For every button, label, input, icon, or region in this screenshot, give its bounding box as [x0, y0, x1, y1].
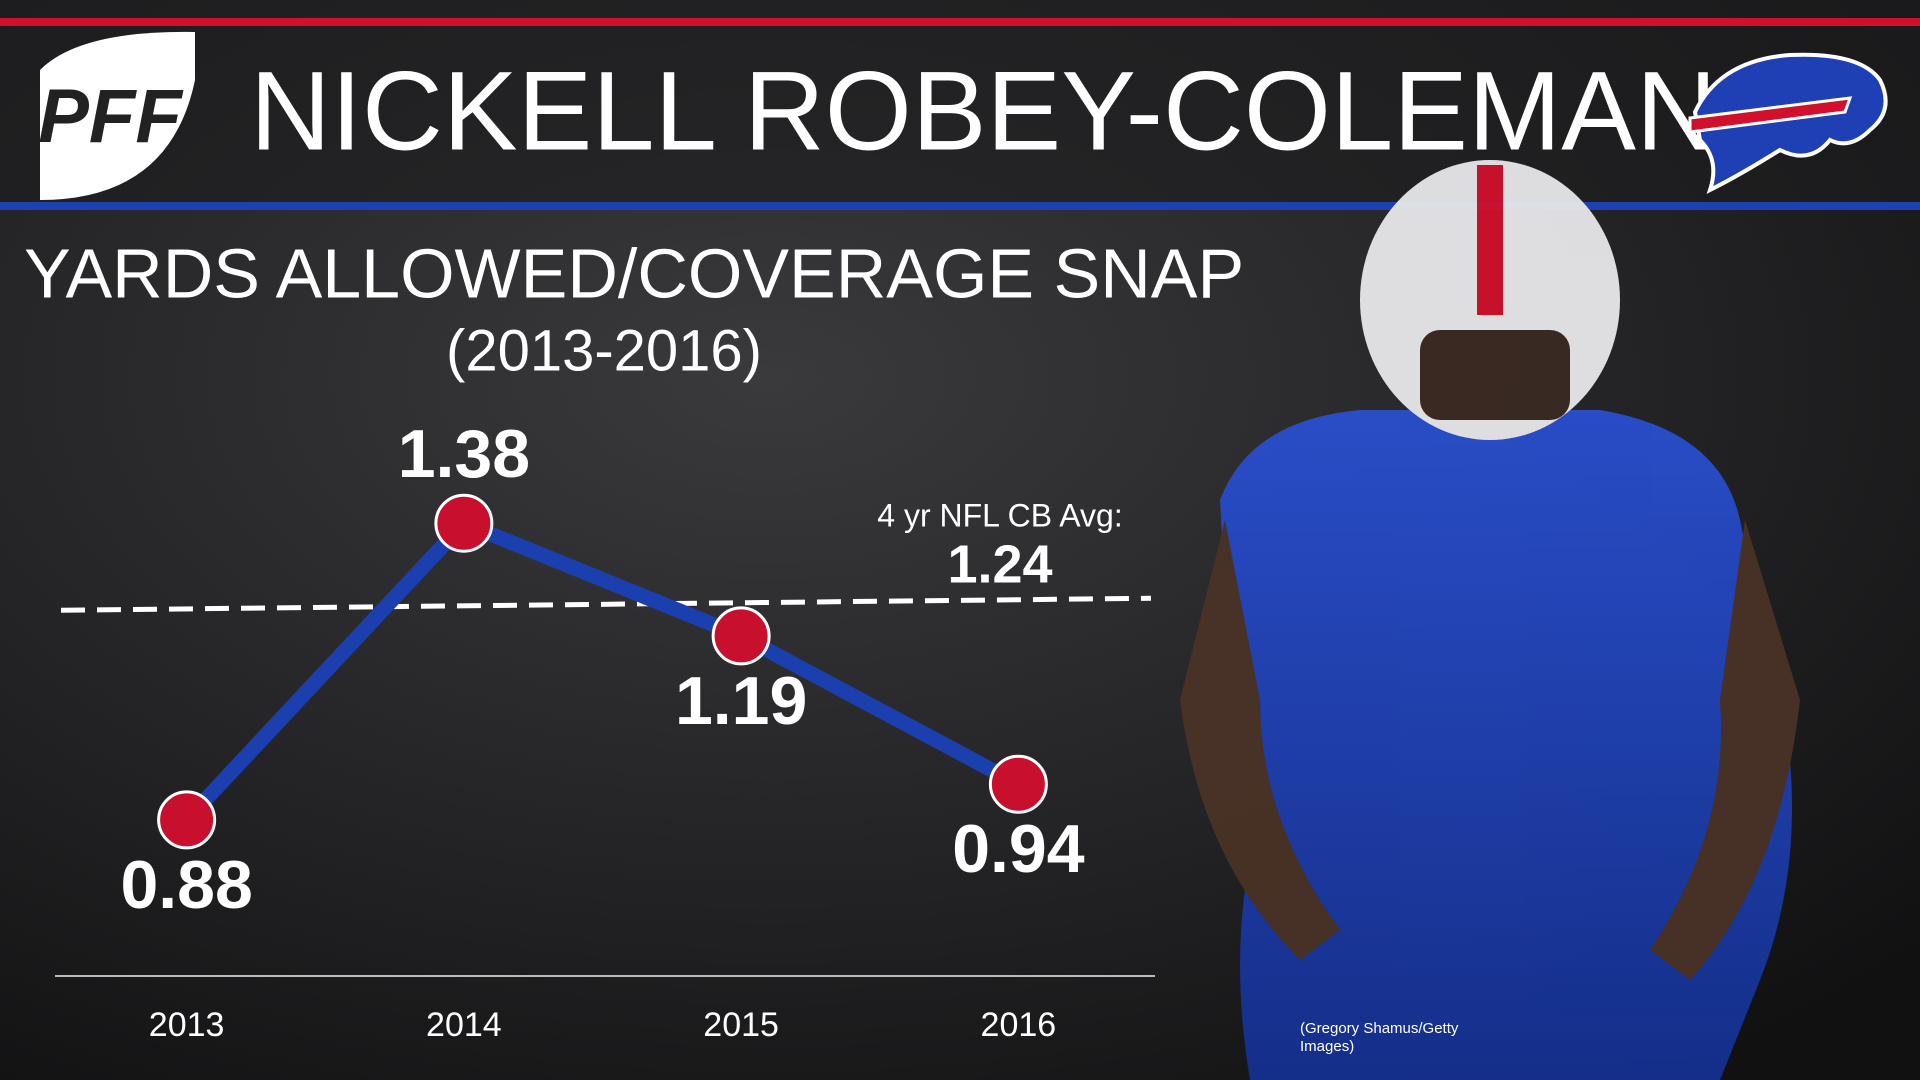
- x-tick-label: 2013: [149, 1006, 225, 1044]
- pff-logo-text: PFF: [38, 74, 184, 159]
- data-point: [988, 754, 1048, 814]
- data-point: [711, 606, 771, 666]
- data-point: [434, 493, 494, 553]
- data-label: 0.94: [952, 811, 1085, 887]
- data-label: 1.38: [398, 416, 530, 492]
- chart-subtitle: YARDS ALLOWED/COVERAGE SNAP: [24, 234, 1244, 312]
- reference-value: 1.24: [947, 535, 1052, 595]
- player-photo: [1180, 160, 1800, 1080]
- data-line: [181, 515, 1022, 825]
- x-tick-label: 2015: [703, 1006, 779, 1044]
- chart-period: (2013-2016): [446, 318, 762, 383]
- x-tick-label: 2014: [426, 1006, 502, 1044]
- photo-credit: (Gregory Shamus/Getty Images): [1300, 1020, 1459, 1055]
- chart-title: NICKELL ROBEY-COLEMAN: [250, 49, 1717, 174]
- data-label: 0.88: [120, 847, 252, 923]
- team-logo: [1688, 52, 1888, 194]
- header-band: [0, 0, 1920, 210]
- reference-label: 4 yr NFL CB Avg:: [877, 498, 1122, 534]
- pff-logo-shape: [40, 31, 195, 201]
- x-tick-label: 2016: [981, 1006, 1057, 1044]
- reference-line: [60, 595, 1152, 613]
- data-label: 1.19: [675, 663, 807, 739]
- top-red-rule: [0, 18, 1920, 26]
- blue-rule: [0, 202, 1920, 210]
- data-point: [157, 790, 217, 850]
